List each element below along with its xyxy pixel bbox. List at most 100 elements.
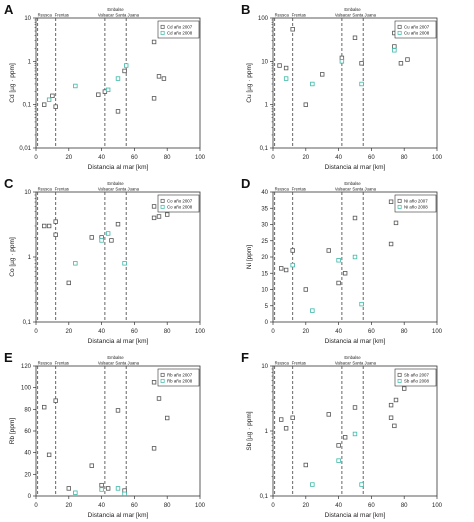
location-label: Santa Juana [352, 361, 376, 366]
y-tick-label: 10 [261, 59, 268, 65]
x-tick-label: 80 [401, 155, 408, 161]
data-point [50, 93, 55, 99]
data-point [105, 87, 111, 93]
chart-svg: 0 20 40 60 80 100 0 5 10 15 20 25 30 35 40 Distancia al… [246, 181, 443, 345]
data-point [151, 96, 157, 101]
x-tick-label: 60 [131, 329, 138, 335]
data-point [151, 380, 157, 385]
x-axis-label: Distancia al mar [km] [325, 512, 386, 519]
y-axis-label: Rb [ppm] [9, 418, 16, 445]
x-axis-label: Distancia al mar [km] [325, 164, 386, 171]
reservoir-label: Embalse [107, 181, 124, 186]
x-tick-label: 0 [34, 503, 38, 509]
data-point [151, 39, 157, 45]
data-point [359, 81, 364, 87]
data-point [164, 415, 170, 421]
chart-svg: 0 20 40 60 80 100 0,01 0,1 1 10 Distancia al mar [… [9, 7, 206, 171]
y-tick-label: 15 [261, 271, 268, 277]
y-tick-label: 40 [261, 190, 268, 196]
x-tick-label: 80 [401, 329, 408, 335]
panel-letter: C [4, 176, 14, 191]
data-point [115, 408, 121, 413]
location-label: Reusca [275, 361, 290, 366]
legend-box [157, 20, 200, 39]
x-tick-label: 20 [302, 503, 309, 509]
y-tick-label: 1 [28, 59, 32, 65]
data-point [46, 223, 52, 229]
data-point [42, 102, 47, 107]
location-label: Valsacar [335, 361, 352, 366]
y-tick-label: 5 [265, 304, 269, 310]
y-tick-label: 0 [265, 320, 269, 326]
x-tick-label: 100 [432, 155, 443, 161]
panel-letter: B [241, 2, 251, 17]
x-tick-label: 100 [195, 329, 206, 335]
data-point [303, 102, 308, 107]
data-point [99, 238, 104, 243]
data-point [89, 235, 94, 240]
x-tick-label: 60 [368, 503, 375, 509]
legend-marker [397, 24, 402, 29]
data-point [73, 490, 78, 495]
location-label: Valsacar [98, 361, 115, 366]
y-tick-label: 10 [261, 288, 268, 294]
location-label: Reusca [275, 13, 290, 18]
location-label: Frentas [292, 361, 306, 366]
location-label: Santa Juana [115, 13, 139, 18]
panel-letter: A [4, 2, 14, 17]
y-tick-label: 20 [261, 255, 268, 261]
legend-marker [160, 198, 165, 203]
data-point [53, 219, 58, 224]
data-point [398, 61, 404, 66]
data-point [89, 463, 94, 468]
location-label: Reusca [38, 13, 53, 18]
x-tick-label: 40 [98, 503, 105, 509]
data-point [393, 220, 399, 226]
data-point [151, 446, 157, 451]
x-tick-label: 0 [34, 155, 38, 161]
location-label: Valsacar [335, 13, 352, 18]
y-tick-label: 0 [28, 494, 32, 500]
y-axis-label: Sb [µg · ppm] [246, 411, 253, 450]
location-label: Frentas [55, 13, 69, 18]
x-tick-label: 0 [271, 155, 275, 161]
data-point [73, 83, 78, 89]
data-point [392, 44, 397, 49]
data-point [105, 231, 111, 236]
location-label: Santa Juana [352, 187, 376, 192]
panel-letter: E [4, 350, 13, 365]
x-tick-label: 100 [432, 329, 443, 335]
location-label: Frentas [292, 187, 306, 192]
data-point [109, 238, 114, 243]
x-axis-label: Distancia al mar [km] [88, 512, 149, 519]
legend-marker [397, 30, 402, 35]
x-tick-label: 80 [164, 503, 171, 509]
legend-label: Sb año 2008 [404, 378, 429, 383]
data-point [352, 215, 358, 221]
data-point [352, 405, 358, 410]
x-tick-label: 20 [65, 329, 72, 335]
x-tick-label: 20 [302, 155, 309, 161]
legend-label: Cu año 2007 [404, 24, 430, 29]
data-point [156, 74, 162, 79]
data-point [405, 57, 410, 62]
y-axis-label: Cu [µg · ppm] [246, 63, 253, 103]
data-point [115, 109, 121, 114]
data-point [73, 261, 78, 266]
data-point [388, 241, 394, 247]
x-tick-label: 40 [335, 155, 342, 161]
data-point [122, 491, 127, 497]
location-label: Reusca [38, 361, 53, 366]
y-tick-label: 10 [261, 364, 268, 370]
chart-svg: 0 20 40 60 80 100 0,1 1 10 Distancia al mar [km] C… [9, 181, 206, 345]
chart-panel-e: E 0 20 40 60 80 100 0 20 40 60 80 100 120 Distancia a… [0, 348, 237, 522]
chart-panel-a: A 0 20 40 60 80 100 0,01 0,1 1 10 Distancia al mar… [0, 0, 237, 174]
y-tick-label: 0,1 [23, 320, 32, 326]
data-point [393, 397, 399, 403]
legend-marker [160, 24, 165, 29]
data-point [336, 280, 341, 286]
x-axis-label: Distancia al mar [km] [88, 164, 149, 171]
data-point [99, 482, 104, 488]
data-point [392, 423, 397, 429]
chart-panel-b: B 0 20 40 60 80 100 0,1 1 10 100 Distancia al mar … [237, 0, 474, 174]
